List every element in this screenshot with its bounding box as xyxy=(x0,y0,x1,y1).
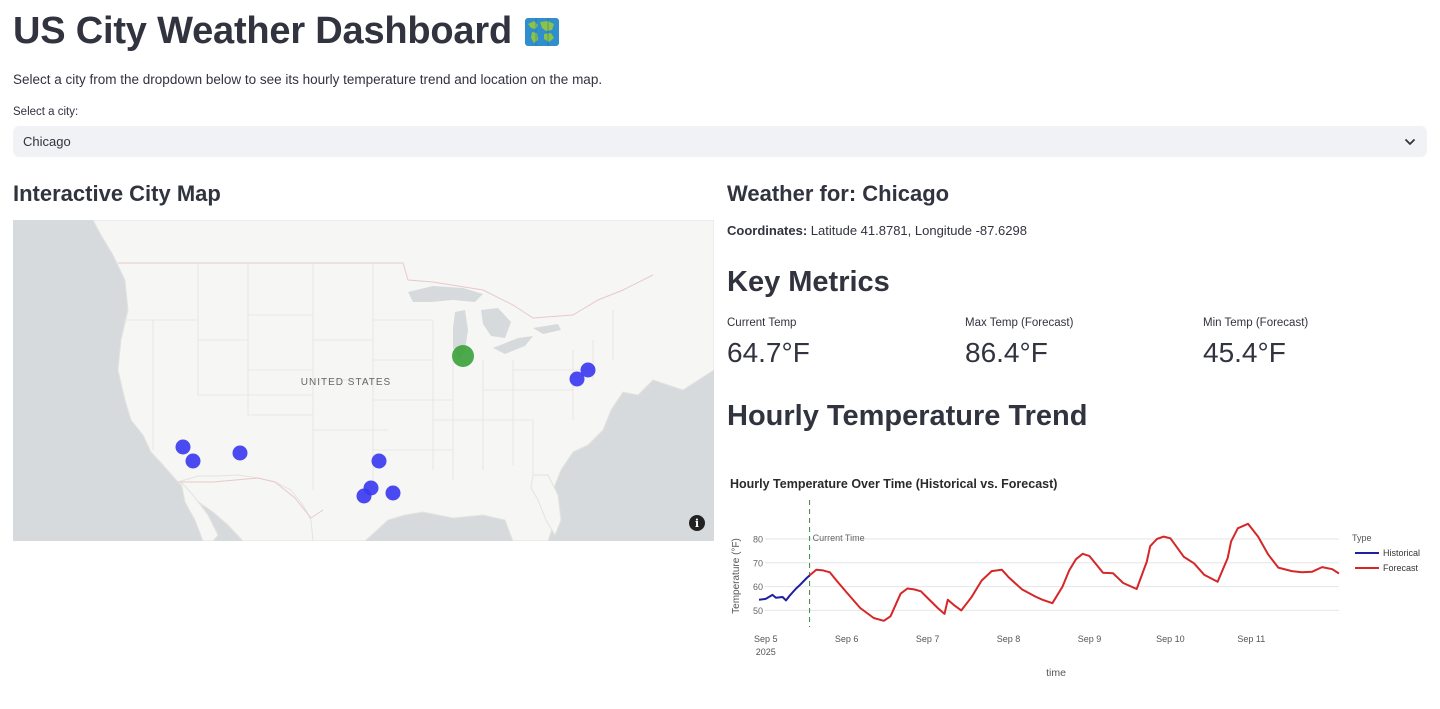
city-select[interactable]: Chicago xyxy=(13,126,1427,157)
map-marker-city[interactable] xyxy=(569,371,585,387)
chart-y-tick-label: 60 xyxy=(753,582,763,592)
weather-title-prefix: Weather for: xyxy=(727,181,863,206)
chevron-down-icon[interactable] xyxy=(1403,135,1417,149)
city-select-value: Chicago xyxy=(23,134,71,149)
page-title: US City Weather Dashboard xyxy=(13,10,560,53)
map-section-title: Interactive City Map xyxy=(13,181,221,206)
chart-x-tick-label: Sep 11 xyxy=(1237,634,1265,644)
map-lake-superior xyxy=(408,286,483,302)
coordinates-label: Coordinates: xyxy=(727,223,808,238)
map-marker-city[interactable] xyxy=(185,453,201,469)
chart-series[interactable] xyxy=(758,522,1340,622)
map-marker-city[interactable] xyxy=(232,445,248,461)
chart-x-tick-label: Sep 6 xyxy=(835,634,859,644)
world-map-icon xyxy=(524,17,559,46)
metric-label: Current Temp xyxy=(727,317,797,329)
map-country-label: UNITED STATES xyxy=(301,377,391,388)
city-select-label: Select a city: xyxy=(13,106,79,118)
chart-x-ticks: Sep 5 2025 Sep 6 Sep 7 Sep 8 Sep 9 Sep 10 Sep 1… xyxy=(754,634,1265,657)
metric-min-temp: Min Temp (Forecast) 45.4°F xyxy=(1203,317,1308,369)
map-markers[interactable] xyxy=(175,345,596,504)
chart-x-tick-label: Sep 9 xyxy=(1078,634,1102,644)
chart-y-tick-label: 50 xyxy=(753,606,763,616)
map-marker-city[interactable] xyxy=(175,439,191,455)
weather-title-city: Chicago xyxy=(862,181,950,206)
coordinates-value: Latitude 41.8781, Longitude -87.6298 xyxy=(810,223,1027,238)
metric-value: 86.4°F xyxy=(965,337,1048,368)
page-title-text: US City Weather Dashboard xyxy=(13,10,512,52)
chart-legend[interactable]: Type Historical Forecast xyxy=(1352,533,1420,573)
map-marker-city[interactable] xyxy=(371,453,387,469)
temperature-chart[interactable]: Hourly Temperature Over Time (Historical… xyxy=(727,470,1427,700)
coordinates: Coordinates: Latitude 41.8781, Longitude… xyxy=(727,223,1027,238)
weather-title: Weather for: Chicago xyxy=(727,181,949,207)
metric-max-temp: Max Temp (Forecast) 86.4°F xyxy=(965,317,1073,369)
city-map[interactable]: UNITED STATES i xyxy=(13,220,714,541)
chart-y-tick-label: 80 xyxy=(753,535,763,545)
map-canvas[interactable]: UNITED STATES xyxy=(13,220,714,541)
legend-label-forecast[interactable]: Forecast xyxy=(1383,563,1419,573)
map-lake-huron xyxy=(481,308,511,338)
map-lake-ontario xyxy=(533,324,561,334)
chart-current-time-label: Current Time xyxy=(813,533,865,543)
legend-title: Type xyxy=(1352,533,1372,543)
map-info-icon[interactable]: i xyxy=(689,515,705,531)
chart-y-axis-label: Temperature (°F) xyxy=(731,538,742,614)
map-lake-erie xyxy=(493,336,533,354)
chart-x-tick-label: Sep 7 xyxy=(916,634,940,644)
chart-x-year-label: 2025 xyxy=(756,647,776,657)
chart-series-line-forecast[interactable] xyxy=(808,522,1340,622)
chart-y-ticks: 50 60 70 80 xyxy=(753,535,763,616)
temperature-chart-svg[interactable]: Hourly Temperature Over Time (Historical… xyxy=(727,470,1427,700)
legend-label-historical[interactable]: Historical xyxy=(1383,548,1420,558)
metrics-title: Key Metrics xyxy=(727,266,890,298)
chart-title: Hourly Temperature Over Time (Historical… xyxy=(730,477,1057,491)
map-border-mexico xyxy=(178,477,324,519)
map-state-lines xyxy=(123,263,614,490)
map-border-canada xyxy=(118,262,654,319)
intro-text: Select a city from the dropdown below to… xyxy=(13,72,603,87)
map-land-mexico xyxy=(177,474,314,541)
chart-x-tick-label: Sep 5 xyxy=(754,634,778,644)
chart-x-axis-label: time xyxy=(1046,667,1066,679)
chart-x-tick-label: Sep 10 xyxy=(1156,634,1185,644)
chart-series-line-historical[interactable] xyxy=(758,574,811,602)
map-land-florida xyxy=(530,474,562,537)
chart-grid xyxy=(765,538,1339,611)
map-marker-selected-city[interactable] xyxy=(452,345,474,367)
metric-current-temp: Current Temp 64.7°F xyxy=(727,317,810,369)
chart-x-tick-label: Sep 8 xyxy=(997,634,1021,644)
map-marker-city[interactable] xyxy=(385,485,401,501)
map-marker-city[interactable] xyxy=(356,488,372,504)
trend-title: Hourly Temperature Trend xyxy=(727,400,1088,432)
metric-label: Max Temp (Forecast) xyxy=(965,317,1074,329)
chart-y-tick-label: 70 xyxy=(753,558,763,568)
metric-value: 64.7°F xyxy=(727,337,810,368)
map-land-baja xyxy=(180,480,219,541)
map-marker-city[interactable] xyxy=(580,362,596,378)
metric-value: 45.4°F xyxy=(1203,337,1286,368)
metric-label: Min Temp (Forecast) xyxy=(1203,317,1309,329)
